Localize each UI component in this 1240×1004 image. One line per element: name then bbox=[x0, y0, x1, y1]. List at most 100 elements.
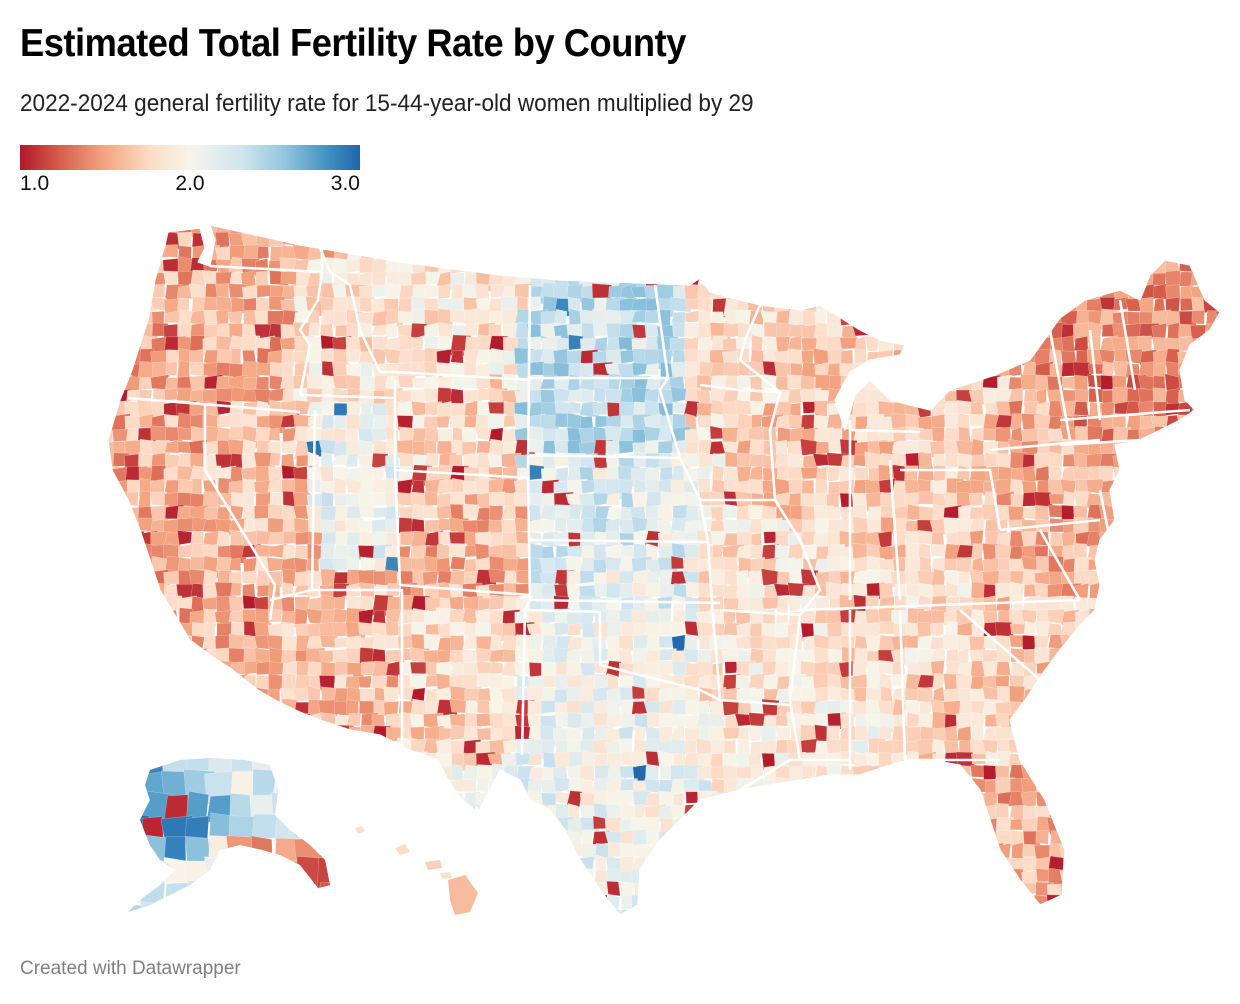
conus-county[interactable] bbox=[724, 818, 741, 834]
conus-county[interactable] bbox=[436, 220, 454, 234]
conus-county[interactable] bbox=[749, 803, 769, 822]
conus-county[interactable] bbox=[477, 895, 496, 915]
conus-county[interactable] bbox=[112, 350, 134, 369]
conus-county[interactable] bbox=[865, 831, 881, 849]
conus-county[interactable] bbox=[1140, 597, 1156, 617]
conus-county[interactable] bbox=[1204, 583, 1220, 603]
conus-county[interactable] bbox=[321, 491, 334, 509]
conus-county[interactable] bbox=[1088, 844, 1104, 858]
conus-county[interactable] bbox=[280, 738, 299, 760]
conus-county[interactable] bbox=[1125, 595, 1146, 613]
conus-county[interactable] bbox=[696, 896, 714, 915]
conus-county[interactable] bbox=[100, 817, 119, 834]
conus-county[interactable] bbox=[125, 724, 145, 741]
conus-county[interactable] bbox=[1203, 335, 1223, 353]
conus-county[interactable] bbox=[839, 725, 856, 743]
conus-county[interactable] bbox=[773, 803, 795, 825]
conus-county[interactable] bbox=[123, 803, 146, 818]
conus-county[interactable] bbox=[1190, 374, 1207, 389]
conus-county[interactable] bbox=[630, 231, 652, 252]
conus-county[interactable] bbox=[254, 867, 270, 885]
conus-county[interactable] bbox=[774, 233, 792, 250]
conus-county[interactable] bbox=[99, 752, 117, 767]
conus-county[interactable] bbox=[345, 219, 360, 239]
conus-county[interactable] bbox=[125, 739, 140, 754]
conus-county[interactable] bbox=[736, 857, 752, 875]
conus-county[interactable] bbox=[100, 283, 119, 299]
conus-county[interactable] bbox=[647, 244, 666, 261]
conus-county[interactable] bbox=[905, 882, 921, 897]
conus-county[interactable] bbox=[983, 323, 1002, 342]
conus-county[interactable] bbox=[1139, 453, 1159, 468]
alaska-county[interactable] bbox=[295, 815, 328, 837]
conus-county[interactable] bbox=[1127, 714, 1143, 728]
conus-county[interactable] bbox=[904, 259, 925, 273]
conus-county[interactable] bbox=[1165, 829, 1181, 847]
conus-county[interactable] bbox=[711, 894, 725, 914]
conus-county[interactable] bbox=[644, 257, 667, 273]
conus-county[interactable] bbox=[956, 842, 977, 863]
conus-county[interactable] bbox=[814, 817, 828, 833]
conus-county[interactable] bbox=[1216, 285, 1236, 302]
conus-county[interactable] bbox=[384, 763, 402, 779]
conus-county[interactable] bbox=[424, 882, 444, 900]
conus-county[interactable] bbox=[513, 895, 530, 915]
conus-county[interactable] bbox=[501, 869, 517, 885]
conus-county[interactable] bbox=[125, 714, 142, 731]
conus-county[interactable] bbox=[1125, 908, 1140, 926]
conus-county[interactable] bbox=[1086, 245, 1107, 265]
conus-county[interactable] bbox=[123, 322, 143, 343]
conus-county[interactable] bbox=[722, 828, 741, 848]
conus-county[interactable] bbox=[267, 688, 281, 707]
conus-county[interactable] bbox=[916, 804, 934, 824]
conus-county[interactable] bbox=[750, 220, 768, 241]
conus-county[interactable] bbox=[279, 779, 299, 794]
conus-county[interactable] bbox=[345, 259, 362, 273]
conus-county[interactable] bbox=[944, 284, 964, 301]
conus-county[interactable] bbox=[1177, 686, 1198, 706]
conus-county[interactable] bbox=[1166, 765, 1182, 783]
conus-county[interactable] bbox=[815, 843, 829, 861]
conus-county[interactable] bbox=[176, 387, 193, 402]
conus-county[interactable] bbox=[723, 804, 739, 821]
conus-county[interactable] bbox=[787, 868, 810, 890]
conus-county[interactable] bbox=[281, 791, 301, 810]
conus-county[interactable] bbox=[423, 388, 440, 404]
conus-county[interactable] bbox=[1178, 505, 1198, 522]
conus-county[interactable] bbox=[488, 778, 508, 800]
conus-county[interactable] bbox=[1086, 791, 1109, 806]
conus-county[interactable] bbox=[1152, 766, 1167, 783]
conus-county[interactable] bbox=[370, 843, 394, 863]
conus-county[interactable] bbox=[1191, 452, 1210, 473]
conus-county[interactable] bbox=[280, 713, 303, 732]
conus-county[interactable] bbox=[672, 244, 693, 266]
conus-county[interactable] bbox=[1151, 738, 1172, 756]
conus-county[interactable] bbox=[1153, 725, 1169, 747]
conus-county[interactable] bbox=[670, 842, 687, 864]
conus-county[interactable] bbox=[631, 908, 651, 924]
conus-county[interactable] bbox=[1047, 284, 1067, 305]
conus-county[interactable] bbox=[190, 674, 210, 694]
conus-county[interactable] bbox=[711, 258, 727, 276]
conus-county[interactable] bbox=[124, 829, 140, 852]
conus-county[interactable] bbox=[138, 687, 158, 704]
conus-county[interactable] bbox=[1125, 790, 1146, 811]
conus-county[interactable] bbox=[123, 310, 140, 327]
conus-county[interactable] bbox=[839, 790, 859, 805]
conus-county[interactable] bbox=[1205, 439, 1220, 458]
conus-county[interactable] bbox=[125, 258, 146, 273]
conus-county[interactable] bbox=[423, 633, 441, 649]
conus-county[interactable] bbox=[1046, 258, 1069, 278]
conus-county[interactable] bbox=[838, 243, 858, 261]
conus-county[interactable] bbox=[981, 894, 1001, 911]
conus-county[interactable] bbox=[956, 349, 972, 371]
conus-county[interactable] bbox=[346, 842, 368, 864]
conus-county[interactable] bbox=[112, 685, 131, 704]
conus-county[interactable] bbox=[218, 714, 234, 728]
conus-county[interactable] bbox=[774, 830, 793, 844]
alaska-county[interactable] bbox=[185, 860, 208, 884]
conus-county[interactable] bbox=[878, 233, 894, 251]
conus-county[interactable] bbox=[137, 595, 158, 615]
conus-county[interactable] bbox=[1062, 857, 1078, 877]
conus-county[interactable] bbox=[866, 220, 883, 240]
